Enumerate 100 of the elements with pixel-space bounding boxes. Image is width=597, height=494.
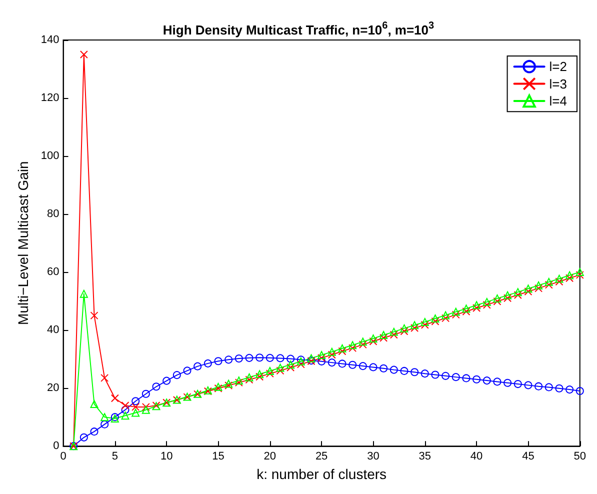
point (100, 413, 109, 422)
point (400, 324, 408, 332)
point (318, 351, 326, 360)
point (348, 360, 357, 369)
point (504, 291, 512, 300)
point (452, 308, 460, 316)
point (431, 317, 440, 326)
point (338, 347, 346, 356)
point (400, 327, 408, 336)
point (80, 433, 88, 442)
point (504, 378, 512, 387)
point (566, 274, 574, 282)
point (245, 354, 254, 362)
x-tick-label: 10 (160, 450, 173, 463)
point (534, 284, 543, 292)
point (431, 314, 440, 322)
point (348, 341, 357, 350)
point (183, 366, 192, 375)
x-tick-label: 25 (315, 450, 328, 463)
point (493, 294, 502, 302)
point (328, 350, 336, 359)
point (142, 402, 150, 411)
point (534, 281, 543, 290)
point (256, 354, 264, 362)
y-tick-label: 20 (47, 382, 60, 394)
point (358, 362, 367, 370)
point (276, 354, 284, 362)
point (266, 370, 274, 378)
point (80, 50, 88, 59)
point (307, 354, 316, 362)
point (431, 370, 440, 379)
point (80, 290, 88, 298)
x-tick-label: 40 (470, 450, 483, 463)
point (338, 344, 346, 352)
point (442, 372, 450, 380)
x-tick-label: 35 (418, 450, 432, 463)
y-tick-label: 100 (40, 150, 60, 162)
point (234, 354, 243, 362)
point (194, 362, 202, 370)
y-tick-label: 40 (47, 324, 60, 336)
x-tick-label: 50 (574, 450, 586, 463)
point (534, 382, 543, 390)
point (420, 370, 429, 378)
point (576, 270, 584, 279)
point (369, 337, 378, 346)
point (266, 366, 274, 375)
point (380, 334, 388, 342)
point (142, 390, 150, 398)
point (555, 384, 564, 392)
point (482, 300, 491, 309)
point (462, 304, 470, 313)
point (462, 374, 470, 382)
point (514, 288, 522, 296)
point (544, 280, 553, 289)
x-axis-title: k: number of clusters (256, 466, 387, 482)
point (132, 408, 140, 417)
legend-label: l=2 (549, 59, 568, 74)
point (555, 278, 564, 286)
point (245, 376, 254, 384)
legend-label: l=4 (549, 94, 568, 108)
legend-label: l=3 (549, 76, 568, 92)
point (142, 406, 150, 414)
point (266, 354, 274, 362)
point (524, 284, 532, 293)
point (286, 354, 295, 363)
point (390, 366, 398, 374)
x-tick-label: 45 (522, 450, 534, 463)
point (482, 376, 491, 385)
point (121, 401, 130, 410)
point (100, 420, 109, 428)
point (390, 328, 398, 336)
y-axis-title: Multi−Level Multicast Gain (15, 161, 31, 325)
point (576, 386, 584, 395)
point (380, 331, 388, 340)
point (514, 380, 522, 388)
point (555, 274, 564, 283)
point (318, 354, 326, 362)
y-tick-label: 0 (53, 440, 60, 452)
point (328, 348, 336, 356)
point (256, 372, 264, 381)
point (410, 324, 419, 332)
point (358, 340, 367, 349)
point (296, 360, 305, 368)
point (493, 378, 502, 386)
point (224, 356, 233, 364)
point (172, 371, 181, 380)
y-tick-label: 120 (40, 92, 60, 104)
point (245, 373, 254, 382)
point (472, 375, 481, 384)
point (524, 381, 532, 390)
point (234, 378, 243, 387)
point (318, 357, 326, 366)
point (390, 330, 398, 339)
point (204, 359, 212, 368)
point (410, 321, 419, 330)
point (493, 297, 502, 306)
point (214, 357, 222, 366)
point (276, 364, 284, 372)
point (369, 363, 378, 372)
point (256, 370, 264, 378)
